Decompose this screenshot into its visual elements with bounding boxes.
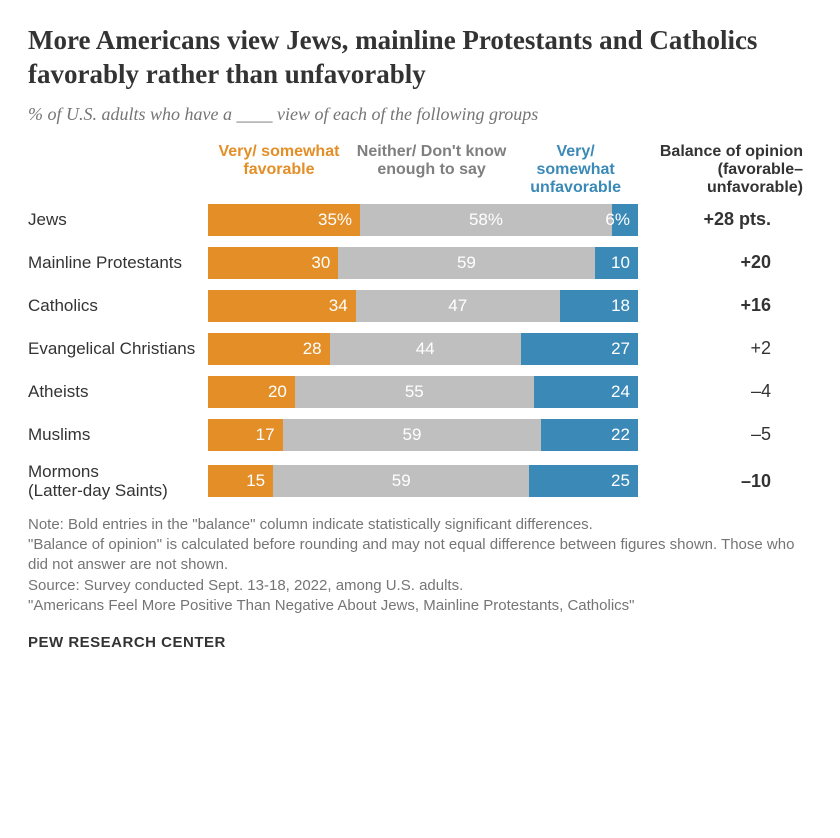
attribution: PEW RESEARCH CENTER: [28, 634, 812, 651]
chart-row: Jews35%58%6%+28 pts.: [28, 204, 812, 236]
bar-segment-favorable: 30: [208, 247, 338, 279]
bar-segment-neither: 59: [283, 419, 542, 451]
bar-segment-favorable: 15: [208, 465, 273, 497]
stacked-bar: 205524: [208, 376, 638, 408]
balance-value: +28 pts.: [638, 209, 803, 230]
header-favorable: Very/ somewhat favorable: [208, 143, 350, 198]
bar-segment-neither: 44: [330, 333, 521, 365]
stacked-bar: 284427: [208, 333, 638, 365]
balance-value: +20: [638, 252, 803, 273]
stacked-bar: 35%58%6%: [208, 204, 638, 236]
chart-row: Muslims175922–5: [28, 419, 812, 451]
note-line: Note: Bold entries in the "balance" colu…: [28, 515, 812, 535]
bar-segment-unfavorable: 25: [529, 465, 638, 497]
chart-rows: Jews35%58%6%+28 pts. Mainline Protestants…: [28, 204, 812, 501]
chart-row: Mainline Protestants305910+20: [28, 247, 812, 279]
balance-value: –10: [638, 471, 803, 492]
row-label: Jews: [28, 210, 208, 230]
bar-segment-neither: 55: [295, 376, 534, 408]
chart-row: Mormons(Latter-day Saints)155925–10: [28, 462, 812, 501]
row-label: Catholics: [28, 296, 208, 316]
note-line: "Americans Feel More Positive Than Negat…: [28, 596, 812, 616]
stacked-bar: 155925: [208, 465, 638, 497]
row-sublabel: (Latter-day Saints): [28, 481, 202, 501]
note-line: Source: Survey conducted Sept. 13-18, 20…: [28, 576, 812, 596]
header-neither: Neither/ Don't know enough to say: [350, 143, 513, 198]
stacked-bar: 305910: [208, 247, 638, 279]
bar-segment-unfavorable: 27: [521, 333, 638, 365]
bar-segment-neither: 59: [273, 465, 529, 497]
chart-area: Very/ somewhat favorable Neither/ Don't …: [28, 143, 812, 501]
bar-segment-neither: 58%: [360, 204, 612, 236]
stacked-bar: 175922: [208, 419, 638, 451]
chart-subtitle: % of U.S. adults who have a ____ view of…: [28, 104, 812, 125]
row-label: Mainline Protestants: [28, 253, 208, 273]
bar-segment-neither: 47: [356, 290, 560, 322]
bar-segment-unfavorable: 18: [560, 290, 638, 322]
balance-value: +2: [638, 338, 803, 359]
note-line: "Balance of opinion" is calculated befor…: [28, 535, 812, 576]
bar-segment-unfavorable: 24: [534, 376, 638, 408]
chart-row: Catholics344718+16: [28, 290, 812, 322]
bar-segment-favorable: 17: [208, 419, 283, 451]
header-unfavorable: Very/ somewhat unfavorable: [513, 143, 638, 198]
stacked-bar: 344718: [208, 290, 638, 322]
row-label: Atheists: [28, 382, 208, 402]
bar-segment-unfavorable: 22: [541, 419, 638, 451]
column-headers: Very/ somewhat favorable Neither/ Don't …: [28, 143, 812, 198]
chart-title: More Americans view Jews, mainline Prote…: [28, 24, 812, 92]
chart-row: Atheists205524–4: [28, 376, 812, 408]
row-label: Mormons(Latter-day Saints): [28, 462, 208, 501]
header-bars-group: Very/ somewhat favorable Neither/ Don't …: [208, 143, 638, 198]
balance-value: –5: [638, 424, 803, 445]
bar-segment-favorable: 35%: [208, 204, 360, 236]
bar-segment-unfavorable: 10: [595, 247, 638, 279]
bar-segment-neither: 59: [338, 247, 594, 279]
balance-value: +16: [638, 295, 803, 316]
row-label: Muslims: [28, 425, 208, 445]
chart-row: Evangelical Christians284427+2: [28, 333, 812, 365]
bar-segment-unfavorable: 6%: [612, 204, 638, 236]
header-balance: Balance of opinion (favorable– unfavorab…: [638, 143, 803, 198]
row-label: Evangelical Christians: [28, 339, 208, 359]
bar-segment-favorable: 28: [208, 333, 330, 365]
chart-notes: Note: Bold entries in the "balance" colu…: [28, 515, 812, 616]
bar-segment-favorable: 34: [208, 290, 356, 322]
bar-segment-favorable: 20: [208, 376, 295, 408]
balance-value: –4: [638, 381, 803, 402]
